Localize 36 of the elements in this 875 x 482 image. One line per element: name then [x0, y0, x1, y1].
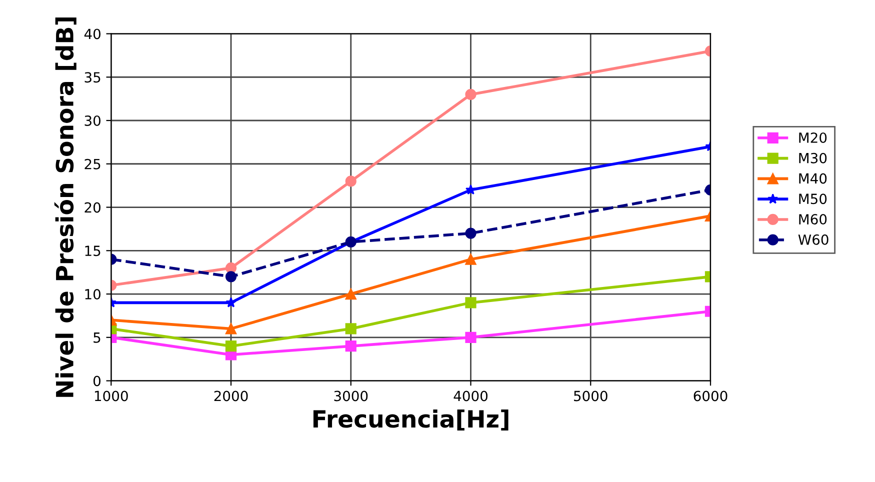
point: [465, 254, 476, 265]
point: [465, 228, 476, 239]
point: [345, 340, 356, 352]
legend-label: M40: [799, 173, 827, 184]
x-axis-title: Frecuencia[Hz]: [313, 410, 508, 431]
y-tick-label: 25: [84, 158, 100, 170]
point: [465, 332, 476, 343]
y-tick-label: 10: [85, 288, 100, 300]
y-tick-label: 40: [84, 28, 100, 40]
point: [225, 340, 237, 352]
y-tick-label: 15: [85, 246, 100, 256]
y-tick-label: 20: [84, 202, 100, 213]
legend-label: M30: [799, 152, 827, 164]
y-tick-label: 0: [93, 376, 100, 386]
y-tick-label: 35: [84, 72, 100, 83]
x-tick-label: 3000: [334, 390, 368, 402]
point: [465, 88, 476, 100]
legend-label: M50: [799, 194, 827, 204]
x-tick-label: 2000: [214, 390, 248, 402]
point: [345, 288, 356, 300]
legend-label: M20: [799, 132, 827, 143]
point: [225, 262, 237, 274]
legend-label: M60: [799, 214, 827, 225]
point: [465, 297, 476, 308]
y-tick-label: 5: [94, 332, 100, 343]
point: [345, 176, 356, 187]
x-tick-label: 5000: [574, 390, 608, 402]
y-axis-title: Nivel de Presión Sonora [dB]: [54, 17, 76, 397]
legend-label: W60: [798, 234, 828, 245]
point: [225, 271, 237, 282]
x-tick-label: 4000: [454, 390, 488, 402]
point: [345, 323, 356, 334]
x-tick-label: 1000: [94, 390, 128, 402]
x-tick-label: 6000: [694, 390, 728, 402]
y-tick-label: 30: [84, 115, 100, 126]
point: [225, 323, 237, 334]
